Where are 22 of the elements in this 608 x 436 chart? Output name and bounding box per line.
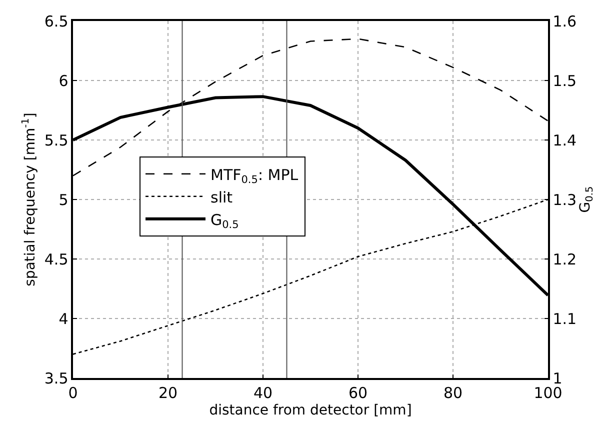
x-tick-label: 0 (68, 384, 78, 402)
y2-tick-label: 1.4 (552, 131, 577, 150)
x-tick-label: 20 (158, 384, 178, 402)
y-tick-label: 6.5 (44, 12, 68, 30)
x-tick-label: 40 (253, 384, 273, 402)
y-tick-label: 5.5 (44, 131, 68, 150)
x-axis-title: distance from detector [mm] (209, 402, 412, 419)
legend-label: slit (210, 188, 233, 206)
y2-tick-label: 1.5 (552, 72, 577, 90)
y-tick-label: 3.5 (44, 369, 68, 388)
y2-tick-label: 1.1 (552, 310, 577, 328)
y-tick-label: 6 (58, 72, 68, 90)
y-tick-label: 5 (58, 190, 68, 209)
legend-label: MTF$_{0.5}$: MPL (210, 166, 299, 186)
y-tick-label: 4 (58, 310, 68, 328)
x-tick-label: 60 (348, 384, 368, 402)
x-tick-label: 80 (443, 384, 463, 402)
y2-tick-label: 1.2 (552, 250, 577, 268)
legend-label: G$_{0.5}$ (210, 210, 239, 231)
y2-tick-label: 1.3 (552, 190, 577, 209)
y-tick-label: 4.5 (44, 250, 68, 268)
y2-tick-label: 1.6 (552, 12, 577, 30)
